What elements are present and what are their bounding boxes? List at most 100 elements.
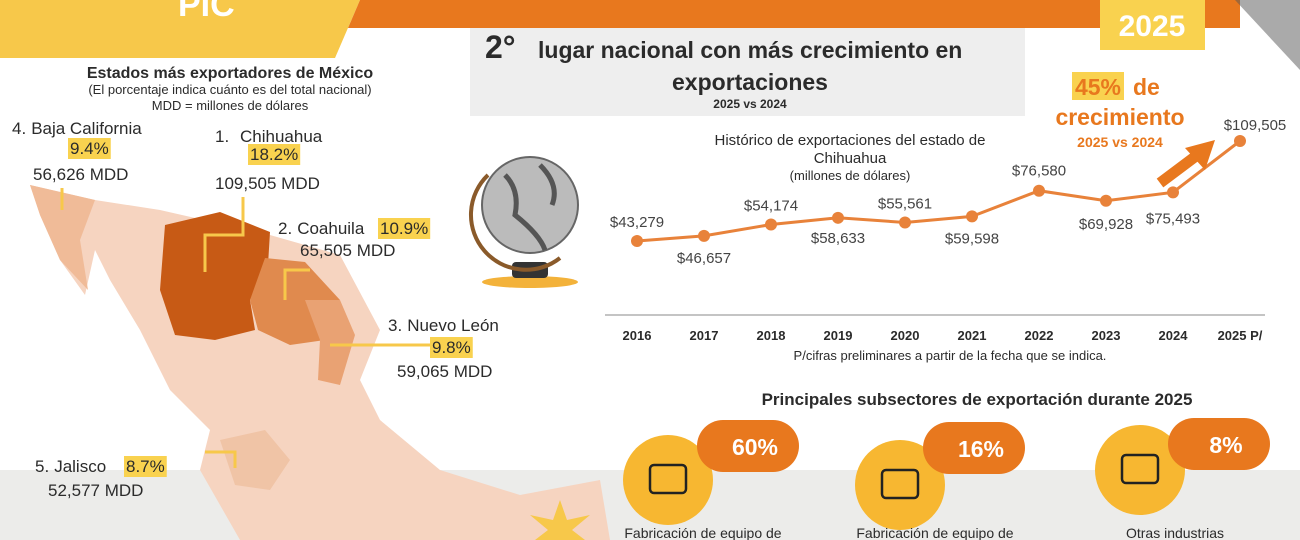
state-value: 59,065 MDD (397, 362, 492, 381)
subsector-pill (697, 420, 799, 472)
point (966, 210, 978, 223)
subsectors-title: Principales subsectores de exportación d… (762, 390, 1193, 409)
map-nuevo-leon (305, 300, 355, 385)
states-note: (El porcentaje indica cuánto es del tota… (88, 82, 371, 97)
point (1234, 135, 1246, 147)
globe-meridian (469, 173, 562, 272)
chart-title: Chihuahua (814, 150, 887, 167)
chart-note: P/cifras preliminares a partir de la fec… (794, 348, 1107, 363)
states-unit-note: MDD = millones de dólares (152, 98, 309, 113)
state-name: Nuevo León (407, 316, 499, 335)
line-chart: $43,279 $46,657 $54,174 $58,633 $55,561 $59,5… (610, 117, 1286, 343)
map (30, 185, 610, 540)
state-name: Coahuila (297, 219, 365, 238)
starburst (530, 500, 590, 540)
leader-line (205, 450, 237, 468)
percent-highlight (430, 337, 473, 358)
subsector-icon-circle (623, 435, 713, 525)
percent-highlight (248, 144, 301, 165)
headline-text: lugar nacional con más crecimiento en (538, 37, 962, 63)
subsector-icon (1120, 453, 1160, 485)
year: 2025 (1119, 10, 1186, 43)
x-tick-label: 2023 (1092, 328, 1121, 343)
state-value: 109,505 MDD (215, 174, 320, 193)
value-label: $54,174 (744, 198, 798, 215)
point (1167, 186, 1179, 199)
value-label: $76,580 (1012, 163, 1066, 180)
state-percent: 8.7% (126, 457, 165, 476)
subsector-icon (880, 468, 920, 500)
headline-text: exportaciones (672, 69, 828, 95)
x-tick-label: 2025 P/ (1218, 328, 1263, 343)
chart-subtitle: (millones de dólares) (790, 168, 911, 183)
x-tick-label: 2018 (757, 328, 786, 343)
point (765, 218, 777, 231)
globe-sphere (481, 156, 579, 254)
value-label: $75,493 (1146, 210, 1200, 227)
subsector-pill (1168, 418, 1270, 470)
leader-line (203, 197, 245, 272)
percent-highlight (124, 456, 167, 477)
state-name: Baja California (31, 119, 142, 138)
value-label: $58,633 (811, 230, 865, 247)
x-tick-label: 2021 (958, 328, 987, 343)
value-label: $43,279 (610, 214, 664, 231)
annotation-percent: 45% (1075, 74, 1121, 100)
percent-highlight (378, 218, 431, 239)
value-label: $55,561 (878, 195, 932, 212)
percent-highlight (68, 138, 111, 159)
corner-pattern (1235, 0, 1300, 70)
state-name: Chihuahua (240, 127, 323, 146)
globe (469, 156, 579, 288)
brand: PIC (178, 0, 235, 24)
state-rank: 5. (35, 457, 49, 476)
annotation-arrow (1156, 148, 1204, 188)
state-rank: 1. (215, 127, 229, 146)
subsectors: 60% Fabricación de equipo de 16% Fabricació… (623, 418, 1270, 540)
map-chihuahua (160, 212, 270, 340)
x-tick-label: 2016 (623, 328, 652, 343)
annotation-text: crecimiento (1055, 104, 1184, 130)
x-tick-label: 2017 (690, 328, 719, 343)
state-rank: 3. (388, 316, 402, 335)
state-value: 65,505 MDD (300, 241, 395, 260)
subsector-label: Fabricación de equipo de (624, 525, 781, 540)
state-rank: 4. (12, 119, 26, 138)
value-label: $46,657 (677, 250, 731, 267)
state-value: 56,626 MDD (33, 165, 128, 184)
logo-band (0, 0, 360, 58)
year-box (1100, 0, 1205, 50)
point (1033, 184, 1045, 197)
state-percent: 18.2% (250, 145, 298, 164)
point (698, 229, 710, 242)
value-label: $59,598 (945, 230, 999, 247)
value-label: $69,928 (1079, 216, 1133, 233)
annotation-highlight (1072, 72, 1124, 100)
states-title: Estados más exportadores de México (87, 65, 374, 82)
state-percent: 10.9% (380, 219, 428, 238)
line (636, 139, 1241, 243)
header-band (348, 0, 1240, 28)
subsector-pill (923, 422, 1025, 474)
leader-line (283, 268, 310, 300)
headline-subtitle: 2025 vs 2024 (713, 97, 787, 111)
subsector-icon-circle (855, 440, 945, 530)
subsector-percent: 60% (732, 434, 778, 460)
annotation-text: de (1133, 74, 1160, 100)
point (631, 235, 643, 247)
chart-title: Histórico de exportaciones del estado de (715, 132, 986, 149)
leader-lines (60, 188, 430, 468)
annotation-period: 2025 vs 2024 (1077, 134, 1163, 150)
state-percent: 9.4% (70, 139, 109, 158)
globe-land (503, 163, 557, 251)
headline-rank: 2° (485, 29, 516, 65)
point (899, 216, 911, 229)
subsector-label: Otras industrias (1126, 525, 1224, 540)
headline-box (470, 28, 1025, 116)
globe-base-shadow (482, 276, 578, 288)
subsector-icon-circle (1095, 425, 1185, 515)
map-jalisco (220, 430, 290, 490)
subsector-label: Fabricación de equipo de (856, 525, 1013, 540)
